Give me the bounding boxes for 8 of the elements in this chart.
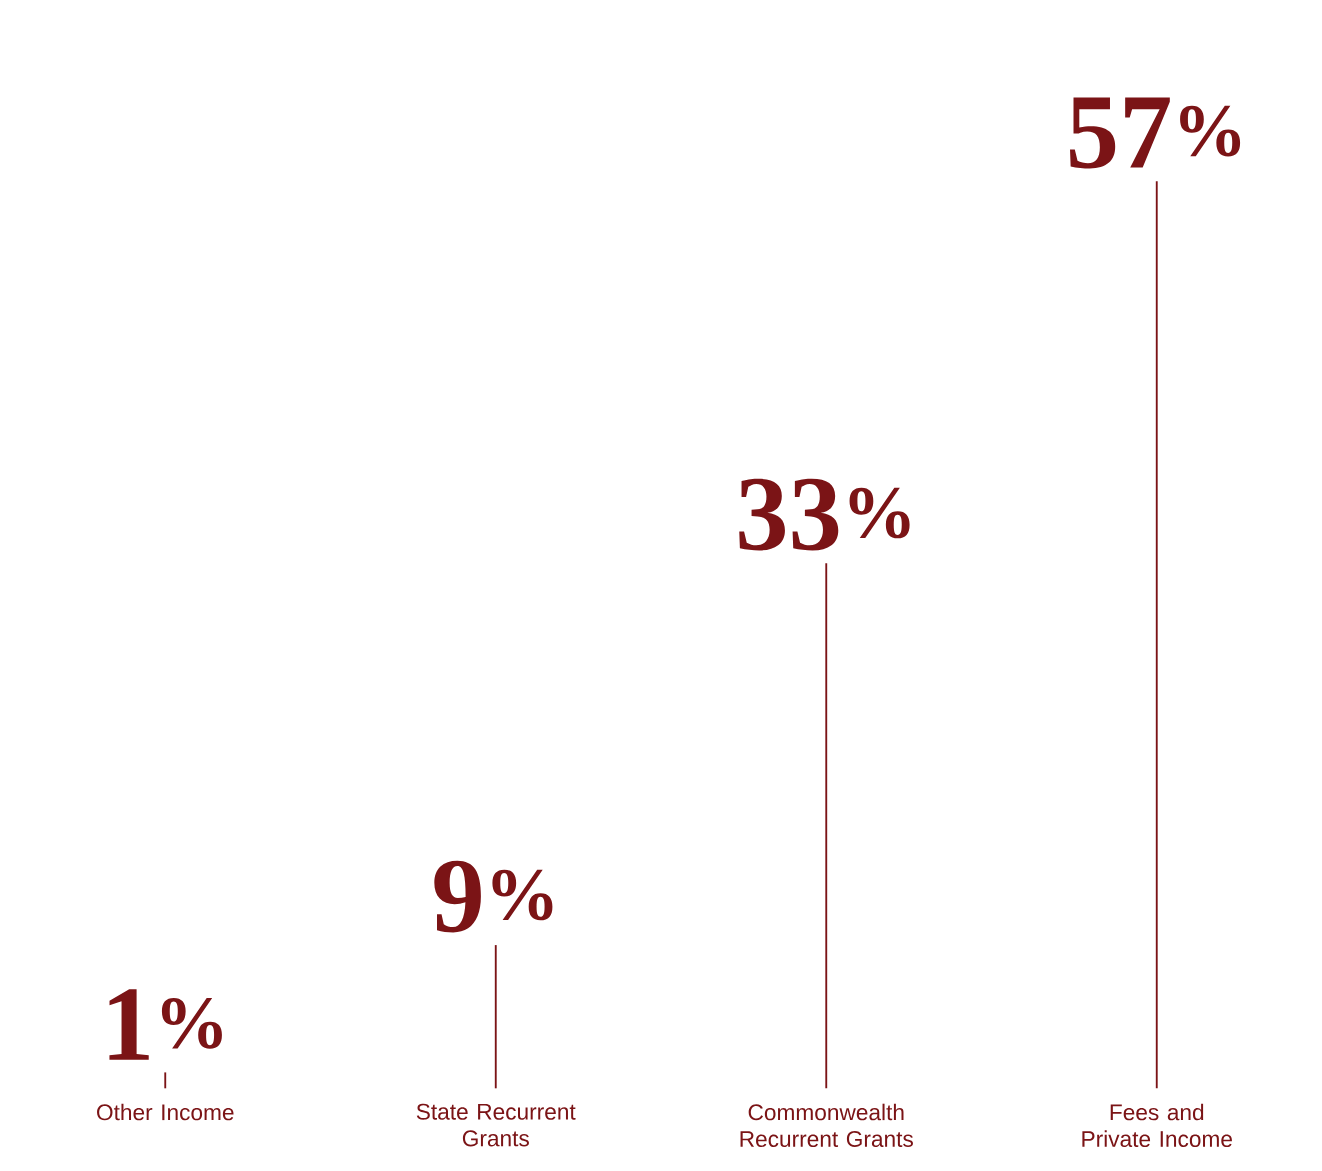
data-label: 57$^{%}$: [1070, 97, 1241, 169]
x-tick-label: Other Income: [97, 1103, 234, 1121]
data-label: 9$^{%}$: [434, 860, 553, 933]
x-tick-label: Commonwealth Recurrent Grants: [740, 1103, 913, 1148]
data-label: 33$^{%}$: [739, 478, 910, 551]
x-tick-label: Fees and Private Income: [1082, 1103, 1232, 1148]
data-label: 1$^{%}$: [109, 989, 222, 1060]
x-tick-label: State Recurrent Grants: [416, 1103, 576, 1147]
